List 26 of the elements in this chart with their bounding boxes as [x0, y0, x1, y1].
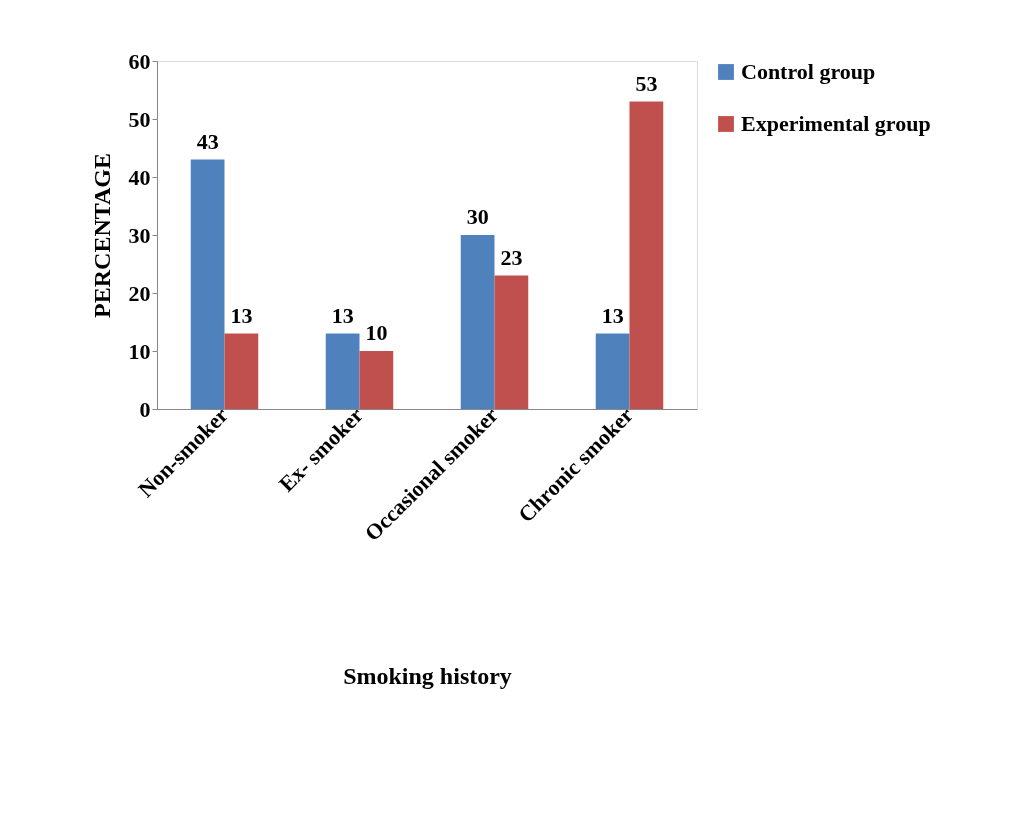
data-label: 30 [466, 204, 489, 229]
data-label: 23 [500, 244, 523, 270]
bar [325, 333, 360, 409]
bar [460, 235, 495, 409]
data-label: 13 [230, 302, 253, 328]
bar [190, 159, 225, 409]
y-tick-label: 40 [128, 164, 151, 190]
x-axis-title: Smoking history [343, 663, 512, 690]
data-label: 43 [196, 128, 219, 154]
data-label: 13 [331, 302, 354, 328]
y-axis-title: PERCENTAGE [88, 153, 115, 318]
y-tick-label: 50 [128, 106, 151, 132]
y-tick-label: 30 [128, 222, 151, 248]
data-label: 10 [365, 320, 388, 345]
bar [224, 333, 259, 409]
data-label: 53 [635, 70, 658, 96]
bar [359, 351, 394, 409]
legend-label: Experimental group [741, 111, 931, 136]
legend-label: Control group [741, 59, 876, 84]
bar [494, 275, 529, 409]
data-label: 13 [601, 302, 624, 328]
y-tick-label: 10 [128, 338, 151, 364]
bar [595, 333, 630, 409]
y-tick-label: 20 [128, 280, 151, 306]
y-tick-label: 60 [128, 48, 151, 74]
bar [629, 101, 664, 409]
